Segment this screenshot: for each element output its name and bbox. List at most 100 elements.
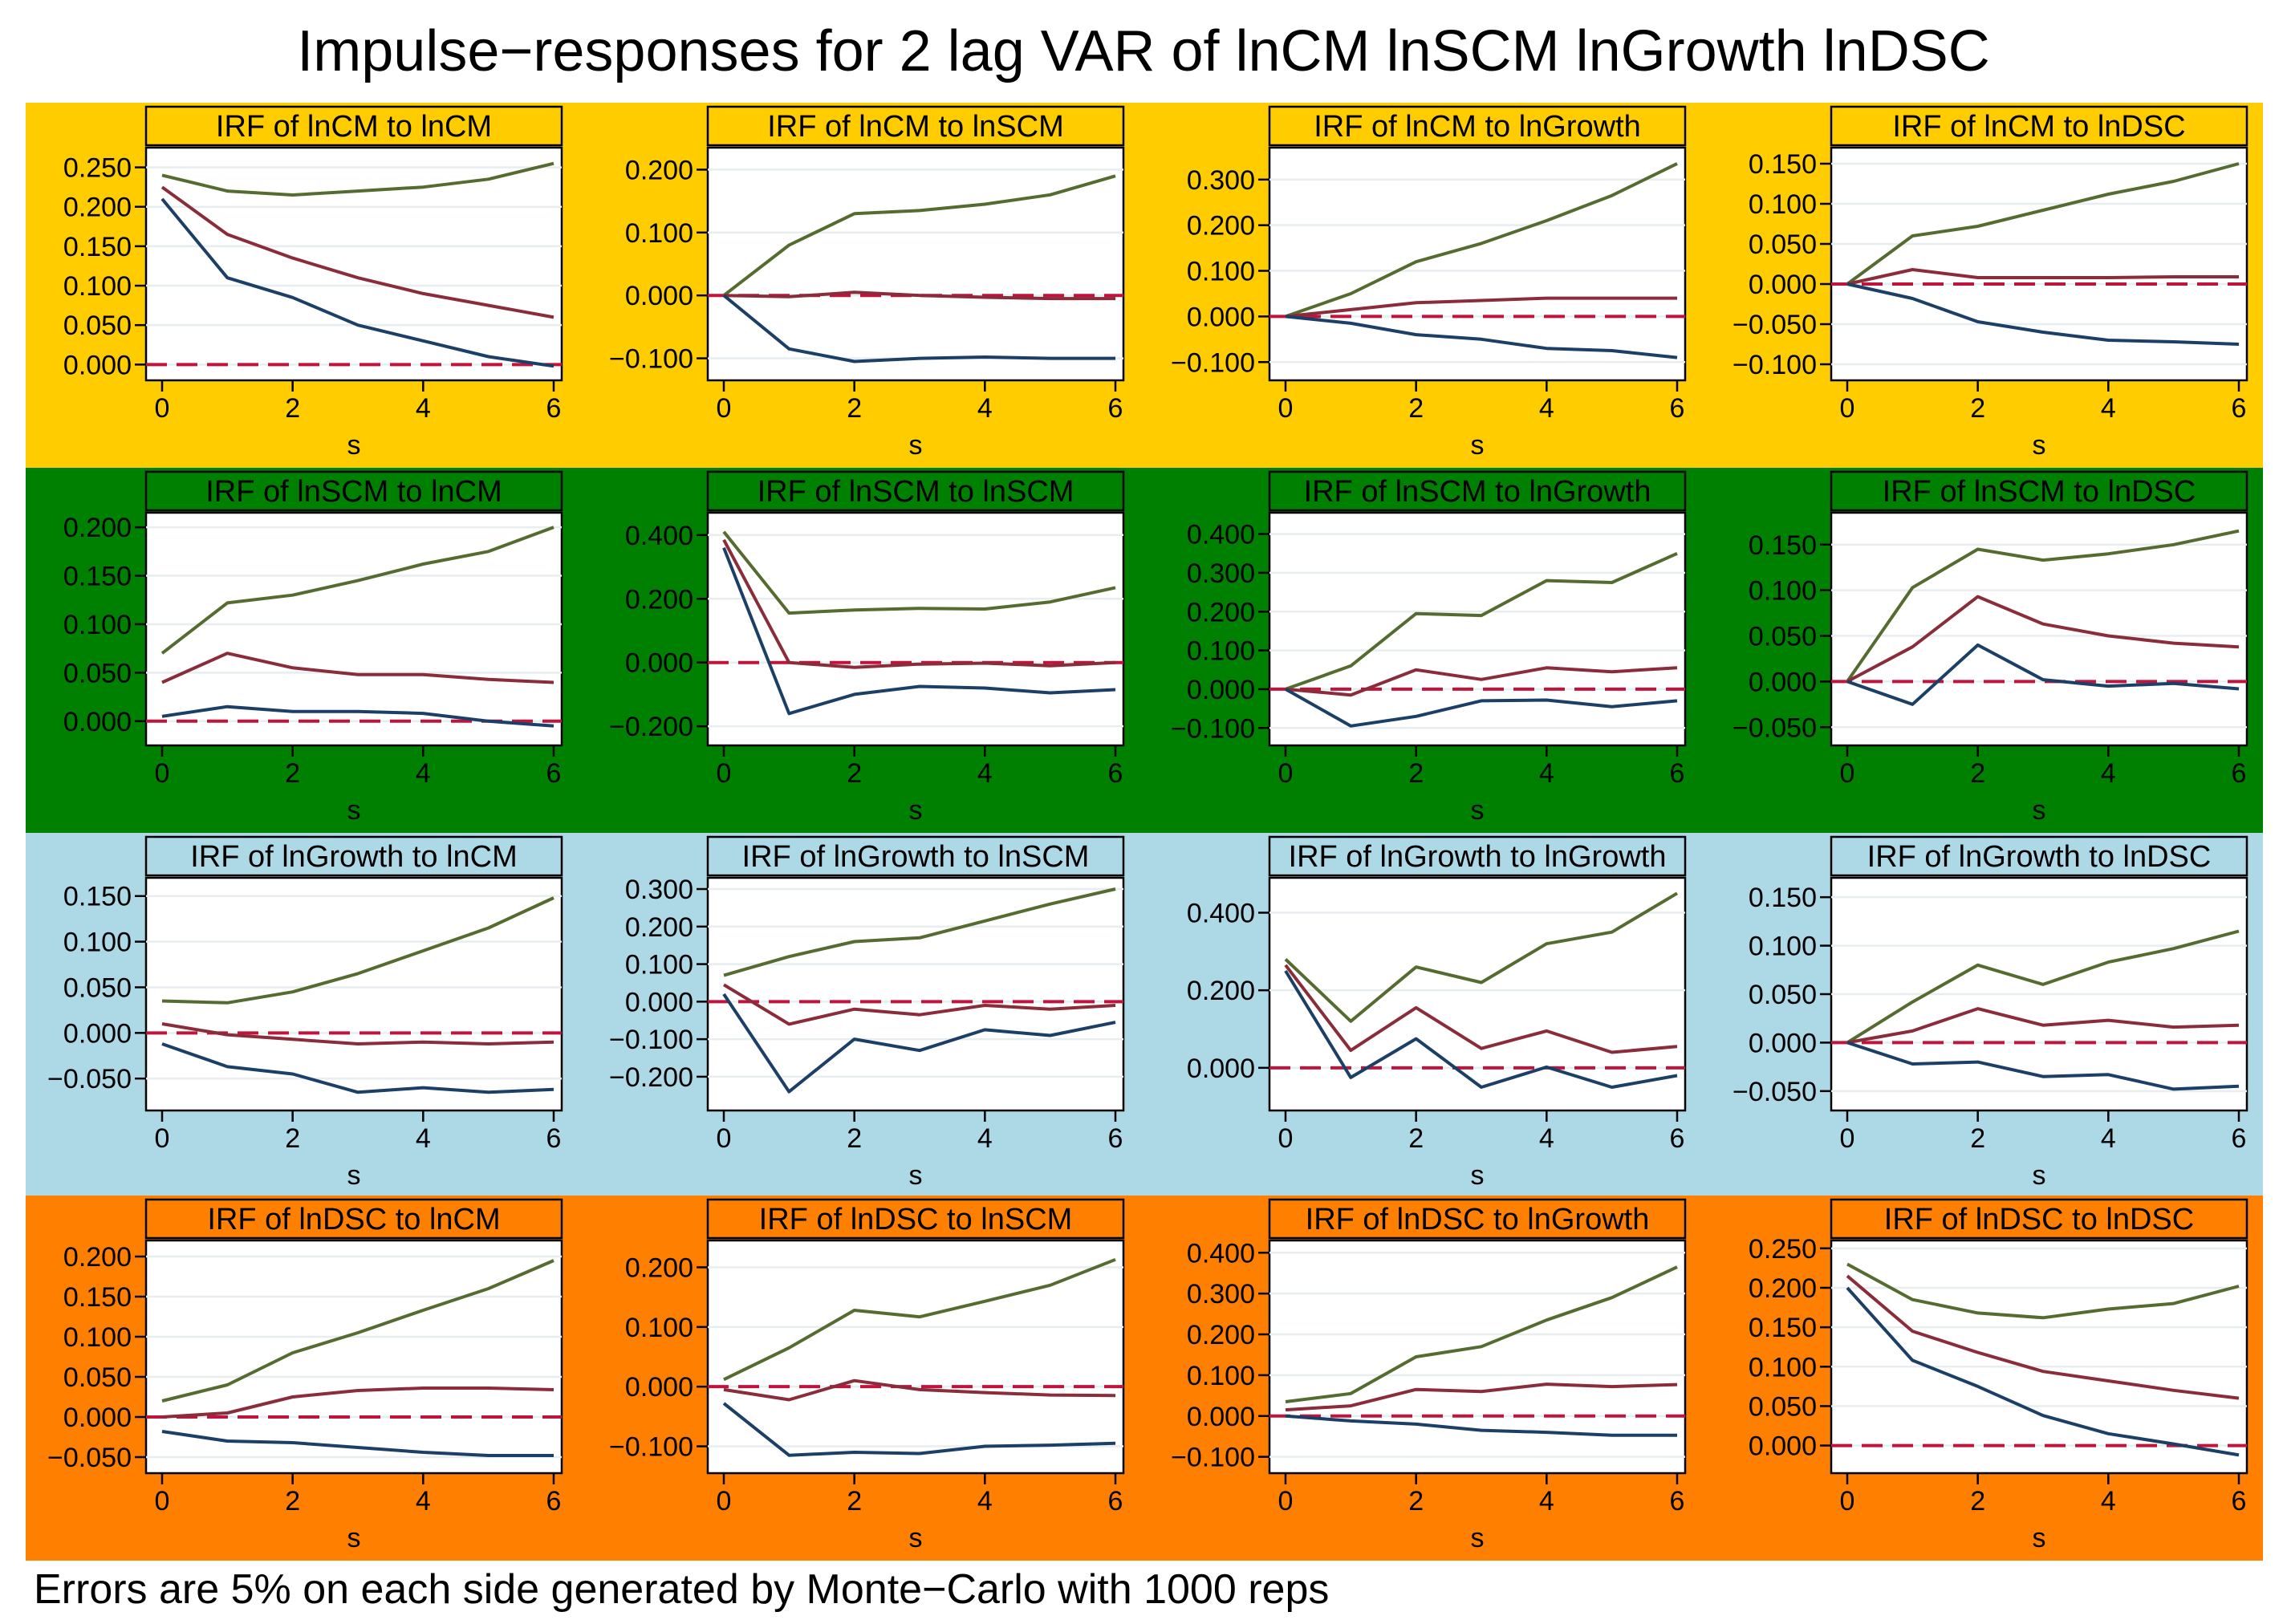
x-tick-label: 0 — [1278, 1123, 1294, 1154]
y-tick-label: 0.100 — [63, 1322, 132, 1353]
y-tick-label: 0.300 — [1187, 1279, 1255, 1309]
y-tick-label: 0.200 — [625, 1253, 693, 1283]
plot-area — [706, 1239, 1125, 1475]
series-line-irf — [161, 1022, 554, 1045]
x-tick-label: 0 — [155, 758, 170, 789]
series-line-irf — [723, 1378, 1116, 1402]
x-tick-label: 2 — [1408, 1486, 1424, 1516]
irf-panel-1-2: IRF of lnCM to lnSCM −0.100 0.000 0.100 0.20… — [609, 105, 1125, 461]
x-axis-label: s — [347, 795, 361, 826]
plot-area — [1268, 1239, 1687, 1475]
y-tick-label: 0.000 — [63, 1018, 132, 1049]
y-tick-label: 0.150 — [1749, 883, 1817, 913]
x-tick-label: 6 — [1670, 1123, 1685, 1154]
x-tick-label: 4 — [2101, 758, 2116, 789]
y-tick-label: 0.000 — [1187, 675, 1255, 705]
series-line-irf — [1846, 595, 2240, 684]
x-tick-label: 2 — [285, 1486, 300, 1516]
panel-title: IRF of lnCM to lnCM — [216, 110, 492, 144]
y-tick-label: 0.100 — [1749, 576, 1817, 607]
plot-area — [1830, 146, 2248, 382]
x-tick-label: 6 — [1670, 1486, 1685, 1516]
series-line-upper — [1284, 891, 1679, 1023]
y-tick-label: 0.200 — [1749, 1273, 1817, 1304]
x-axis-label: s — [2033, 795, 2046, 826]
irf-panel-3-3: IRF of lnGrowth to lnGrowth 0.000 0.200 0.4… — [1187, 835, 1687, 1191]
y-tick-label: 0.000 — [1749, 1028, 1817, 1058]
y-tick-label: 0.200 — [63, 1242, 132, 1273]
panel-title: IRF of lnSCM to lnCM — [205, 475, 502, 509]
series-line-irf — [723, 290, 1115, 301]
panel-title-box — [144, 1198, 563, 1240]
series-line-lower — [1846, 643, 2240, 706]
y-tick-label: −0.050 — [1733, 310, 1817, 340]
x-tick-label: 6 — [2232, 1486, 2247, 1516]
x-tick-label: 0 — [1278, 393, 1294, 424]
series-line-upper — [723, 887, 1116, 977]
series-line-upper — [1846, 529, 2240, 683]
x-tick-label: 6 — [1108, 758, 1123, 789]
y-tick-label: 0.000 — [1187, 302, 1255, 332]
x-tick-label: 2 — [1970, 1123, 1985, 1154]
plot-area — [1830, 1239, 2248, 1475]
series-line-lower — [722, 546, 1116, 716]
x-axis-label: s — [347, 430, 361, 461]
y-tick-label: −0.100 — [1171, 713, 1255, 744]
panel-title: IRF of lnDSC to lnGrowth — [1306, 1203, 1650, 1236]
x-tick-label: 6 — [1670, 758, 1685, 789]
x-tick-label: 2 — [847, 1123, 862, 1154]
x-tick-label: 4 — [2101, 393, 2116, 424]
irf-panel-2-2: IRF of lnSCM to lnSCM −0.200 0.000 0.200 0.4… — [609, 470, 1125, 826]
y-tick-label: 0.000 — [1749, 667, 1817, 697]
y-tick-label: −0.100 — [609, 1025, 693, 1055]
y-tick-label: 0.100 — [1187, 636, 1255, 667]
y-tick-label: 0.050 — [63, 658, 132, 688]
irf-panel-2-3: IRF of lnSCM to lnGrowth −0.100 0.000 0.100… — [1171, 470, 1687, 826]
panel-title: IRF of lnCM to lnGrowth — [1314, 110, 1641, 144]
series-line-upper — [1285, 1265, 1678, 1403]
plot-area — [706, 876, 1125, 1112]
x-axis-label: s — [2033, 1523, 2046, 1553]
x-tick-label: 6 — [546, 1123, 562, 1154]
series-line-irf — [722, 983, 1116, 1026]
x-tick-label: 4 — [977, 1123, 993, 1154]
irf-panel-3-4: IRF of lnGrowth to lnDSC −0.050 0.000 0.050… — [1733, 835, 2248, 1191]
y-tick-label: 0.200 — [63, 513, 132, 543]
y-tick-label: 0.000 — [63, 350, 132, 380]
y-tick-label: 0.400 — [1187, 520, 1255, 550]
irf-panel-3-2: IRF of lnGrowth to lnSCM −0.200 −0.100 0.00… — [609, 835, 1125, 1191]
x-tick-label: 4 — [977, 1486, 993, 1516]
irf-panel-4-3: IRF of lnDSC to lnGrowth −0.100 0.000 0.100… — [1171, 1198, 1687, 1553]
x-tick-label: 0 — [717, 1486, 732, 1516]
x-axis-label: s — [909, 430, 923, 461]
y-tick-label: −0.050 — [47, 1443, 132, 1473]
series-line-irf — [722, 538, 1116, 669]
y-tick-label: −0.050 — [47, 1064, 132, 1094]
panel-title-box — [1830, 470, 2248, 512]
y-tick-label: 0.300 — [1187, 165, 1255, 196]
series-line-upper — [1285, 162, 1678, 319]
series-line-lower — [1846, 1286, 2240, 1457]
y-tick-label: −0.100 — [1171, 347, 1255, 378]
y-tick-label: 0.050 — [1749, 622, 1817, 652]
series-line-upper — [1846, 162, 2240, 286]
series-line-lower — [161, 704, 554, 728]
irf-panel-1-4: IRF of lnCM to lnDSC −0.100 −0.050 0.000 0.0… — [1733, 105, 2248, 461]
x-tick-label: 0 — [1278, 1486, 1294, 1516]
x-tick-label: 4 — [1539, 1123, 1554, 1154]
panel-title-box — [1268, 105, 1687, 147]
y-tick-label: 0.150 — [63, 1282, 132, 1313]
y-tick-label: 0.100 — [1749, 932, 1817, 962]
plot-area — [1268, 876, 1687, 1112]
x-tick-label: 6 — [1108, 1123, 1123, 1154]
series-line-upper — [722, 530, 1116, 615]
x-tick-label: 0 — [1840, 1486, 1855, 1516]
panel-title: IRF of lnGrowth to lnGrowth — [1289, 840, 1667, 874]
x-tick-label: 4 — [1539, 393, 1554, 424]
x-tick-label: 4 — [977, 758, 993, 789]
y-tick-label: 0.200 — [1187, 1320, 1255, 1350]
plot-area — [144, 1239, 563, 1475]
y-tick-label: 0.100 — [625, 218, 693, 249]
x-axis-label: s — [1471, 1523, 1485, 1553]
